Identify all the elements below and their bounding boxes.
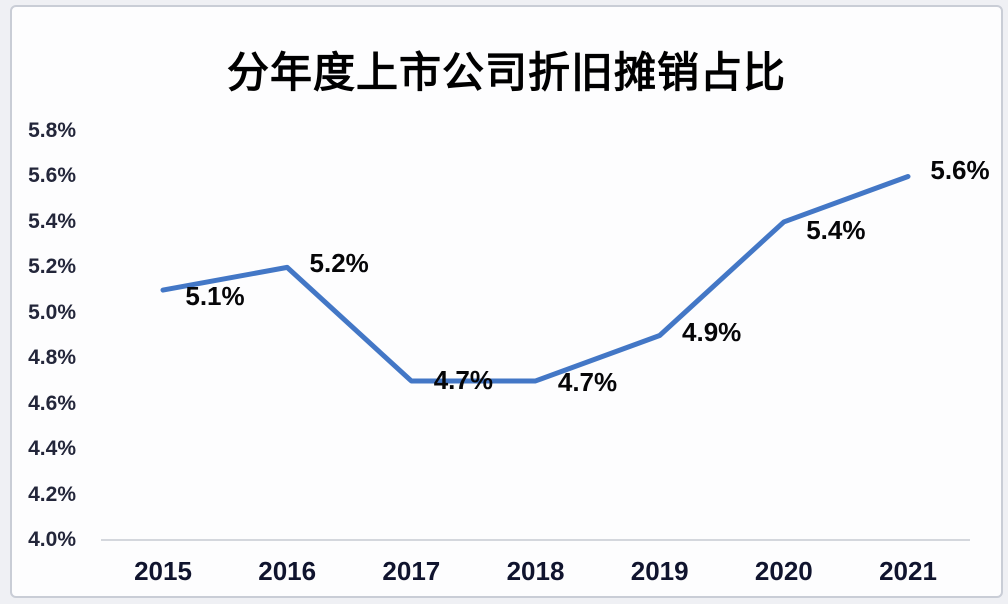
chart-title: 分年度上市公司折旧摊销占比	[226, 49, 786, 96]
y-tick-label: 5.8%	[28, 119, 76, 143]
y-tick-label: 4.0%	[28, 528, 76, 551]
data-point-label: 4.7%	[433, 364, 493, 395]
x-tick-label: 2015	[134, 556, 192, 586]
y-tick-label: 5.2%	[28, 255, 76, 279]
series-line	[160, 173, 911, 384]
data-point-label: 5.6%	[930, 155, 990, 186]
data-point-label: 4.7%	[557, 366, 618, 397]
data-point-label: 5.4%	[806, 214, 866, 245]
y-tick-label: 4.4%	[28, 437, 76, 461]
y-tick-label: 4.2%	[28, 482, 76, 506]
data-point-label: 4.9%	[682, 316, 742, 347]
x-tick-label: 2019	[630, 556, 689, 586]
x-tick-label: 2017	[382, 556, 441, 586]
y-tick-label: 4.6%	[28, 391, 76, 415]
data-point-label: 5.1%	[185, 281, 245, 312]
x-tick-label: 2021	[879, 556, 937, 586]
y-tick-label: 5.6%	[28, 164, 76, 188]
y-tick-label: 5.4%	[28, 209, 76, 233]
y-tick-label: 5.0%	[28, 300, 76, 324]
x-tick-label: 2020	[754, 556, 813, 586]
chart-frame: 分年度上市公司折旧摊销占比	[10, 5, 1003, 598]
x-tick-label: 2018	[506, 556, 565, 586]
y-tick-label: 4.8%	[28, 346, 76, 370]
x-tick-label: 2016	[258, 556, 317, 586]
data-point-label: 5.2%	[309, 248, 369, 279]
